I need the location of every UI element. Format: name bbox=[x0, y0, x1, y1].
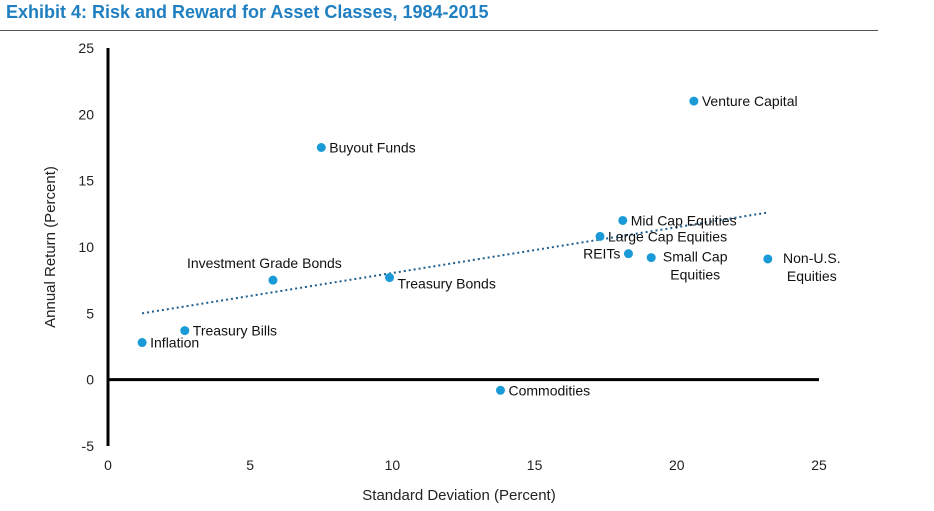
data-point bbox=[385, 273, 395, 283]
data-label: Buyout Funds bbox=[329, 140, 415, 156]
data-label: Treasury Bills bbox=[193, 323, 277, 339]
y-tick-label: 25 bbox=[78, 40, 94, 56]
data-label: Treasury Bonds bbox=[398, 276, 496, 292]
y-tick-label: 5 bbox=[86, 305, 94, 321]
data-point bbox=[180, 326, 190, 336]
title-rule bbox=[0, 30, 878, 31]
data-point bbox=[763, 254, 773, 264]
y-tick-label: 0 bbox=[86, 372, 94, 388]
data-label: REITs bbox=[583, 246, 620, 262]
x-axis-title: Standard Deviation (Percent) bbox=[362, 487, 555, 504]
data-point bbox=[646, 253, 656, 263]
x-tick-label: 20 bbox=[669, 457, 685, 473]
data-label: Small Cap bbox=[663, 249, 728, 265]
y-tick-label: 20 bbox=[78, 106, 94, 122]
data-point bbox=[137, 338, 147, 348]
data-label: Mid Cap Equities bbox=[631, 212, 737, 228]
data-label: Inflation bbox=[150, 335, 199, 351]
x-tick-labels: 0 5 10 15 20 25 bbox=[104, 457, 827, 473]
data-label: Venture Capital bbox=[702, 93, 798, 109]
data-label: Equities bbox=[787, 268, 837, 284]
y-tick-label: 15 bbox=[78, 173, 94, 189]
y-tick-label: -5 bbox=[82, 438, 95, 454]
data-points bbox=[137, 96, 773, 395]
data-point bbox=[495, 385, 505, 395]
data-point bbox=[268, 275, 278, 285]
data-label: Non-U.S. bbox=[783, 250, 841, 266]
data-label: Large Cap Equities bbox=[608, 228, 727, 244]
trendline bbox=[141, 211, 768, 315]
chart-title: Exhibit 4: Risk and Reward for Asset Cla… bbox=[6, 2, 489, 22]
data-point bbox=[316, 143, 326, 152]
x-tick-label: 25 bbox=[811, 457, 827, 473]
data-point bbox=[618, 215, 628, 225]
data-point bbox=[623, 249, 633, 259]
axes bbox=[106, 48, 819, 446]
y-tick-labels: -5 0 5 10 15 20 25 bbox=[78, 40, 94, 454]
data-label: Commodities bbox=[508, 382, 590, 398]
x-tick-label: 5 bbox=[246, 457, 254, 473]
x-tick-label: 15 bbox=[527, 457, 543, 473]
y-tick-label: 10 bbox=[78, 239, 94, 255]
x-tick-label: 0 bbox=[104, 457, 112, 473]
trendline-group bbox=[141, 211, 768, 315]
data-point bbox=[595, 231, 605, 241]
data-labels: Venture Capital Buyout Funds Mid Cap Equit… bbox=[150, 93, 840, 398]
x-tick-label: 10 bbox=[385, 457, 401, 473]
y-axis-title: Annual Return (Percent) bbox=[42, 166, 59, 328]
data-point bbox=[689, 96, 699, 106]
data-label: Investment Grade Bonds bbox=[187, 255, 342, 271]
data-label: Equities bbox=[670, 267, 720, 283]
